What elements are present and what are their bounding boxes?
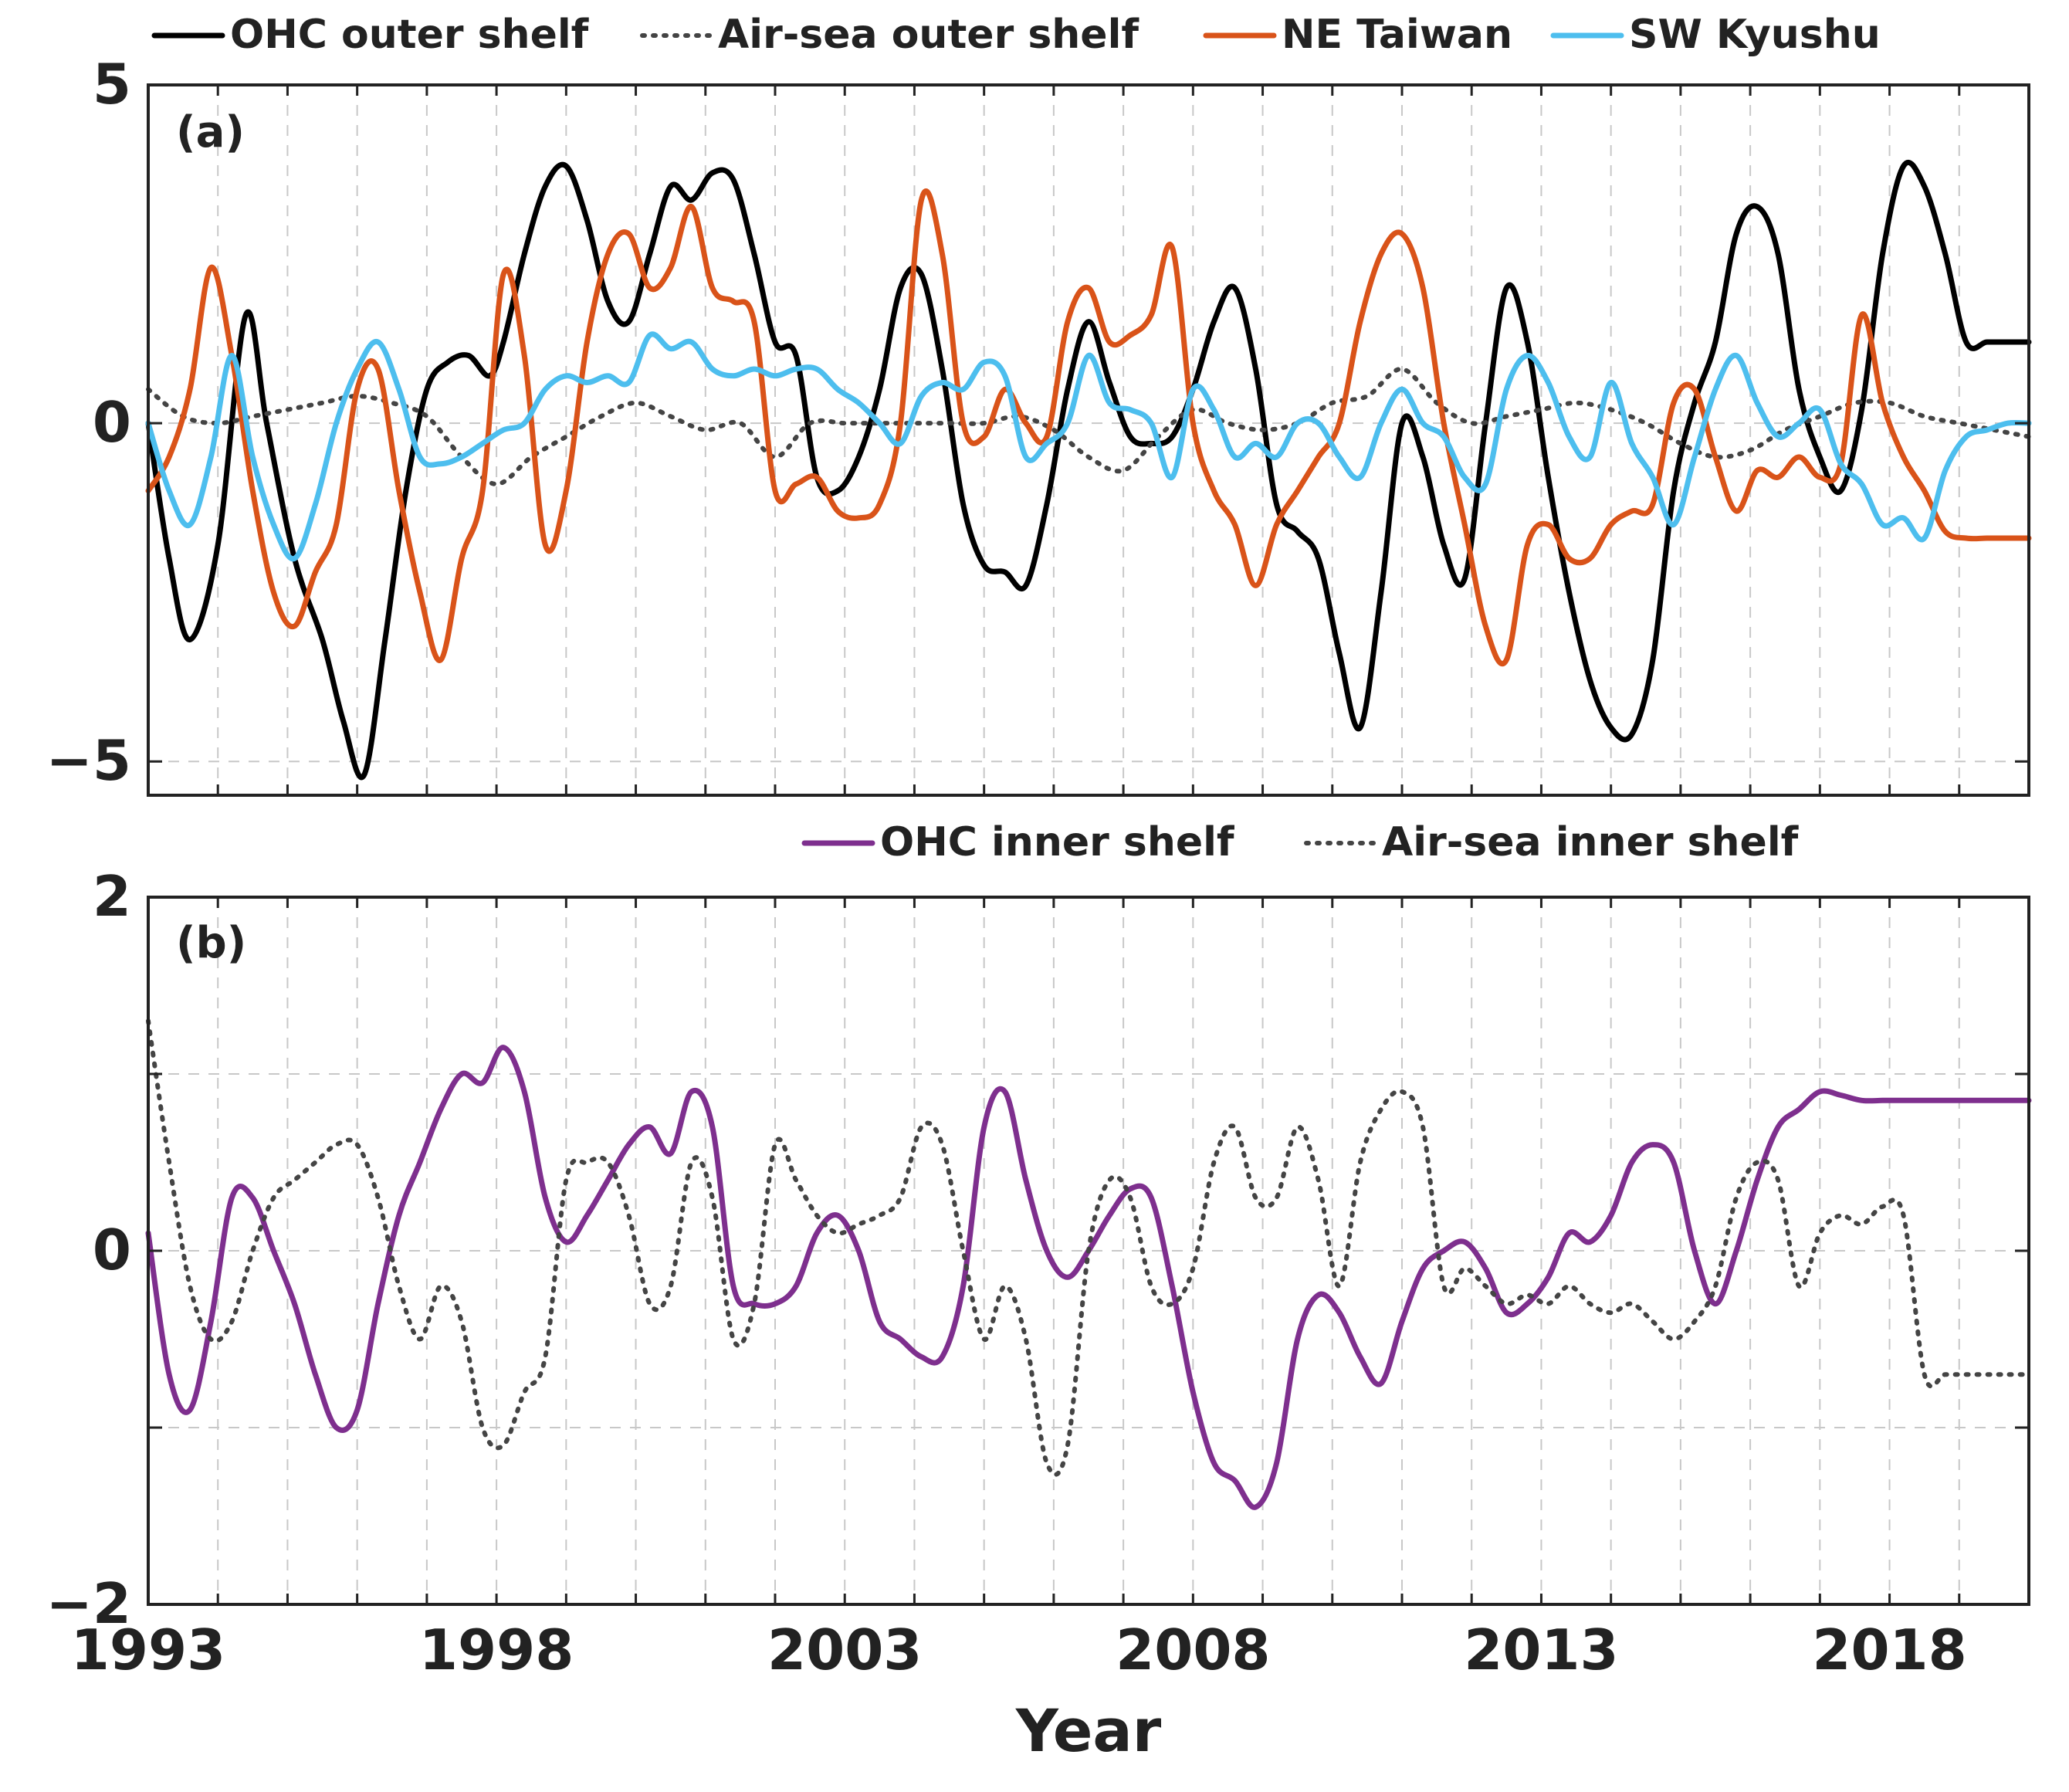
x-tick-label: 2013: [1464, 1618, 1618, 1682]
panel-a-series-group: [145, 159, 2032, 781]
panel-a-label: (a): [176, 107, 245, 158]
panel-b-gridlines: [148, 897, 2029, 1604]
series-line-ohc-outer-shelf: [145, 159, 2032, 781]
series-line-sw-kyushu: [145, 331, 2032, 562]
y-tick-label: 0: [93, 1218, 131, 1282]
series-line-air-sea-inner-shelf: [146, 1018, 2031, 1477]
panel-a-axes-box: [147, 83, 2030, 797]
panel-b-label: (b): [176, 918, 246, 968]
panel-a-y-ticks: 5 0 −5: [46, 52, 2029, 793]
y-tick-label: 5: [93, 52, 131, 117]
x-axis-title: Year: [1015, 1696, 1162, 1765]
x-tick-label: 1998: [419, 1618, 574, 1682]
legend-label: Air-sea inner shelf: [1382, 819, 1800, 866]
y-tick-label: −2: [46, 1571, 131, 1636]
panel-b-x-ticks: 1993 1998 2003 2008 2013 2018: [71, 897, 1967, 1682]
panel-b-inner-shelf-chart: 2 0 −2 1993 1998 2003 2008 2013 2018 (b) OHC in…: [46, 819, 2032, 1682]
x-tick-label: 1993: [71, 1618, 225, 1682]
y-tick-label: 0: [93, 390, 131, 455]
legend-label: NE Taiwan: [1282, 12, 1512, 58]
x-tick-label: 2018: [1812, 1618, 1966, 1682]
legend-label: OHC inner shelf: [880, 819, 1235, 866]
y-tick-label: 2: [93, 864, 131, 929]
x-tick-label: 2008: [1116, 1618, 1270, 1682]
x-tick-label: 2003: [767, 1618, 922, 1682]
y-tick-label: −5: [46, 728, 131, 793]
panel-a-outer-shelf-chart: 5 0 −5 (a) OHC outer shelf Air-sea outer sh…: [46, 12, 2032, 797]
series-line-ohc-inner-shelf: [145, 1045, 2032, 1510]
series-line-ne-taiwan: [145, 188, 2032, 667]
legend-label: Air-sea outer shelf: [718, 12, 1139, 58]
panel-b-y-ticks: 2 0 −2: [46, 864, 2029, 1636]
legend-label: OHC outer shelf: [230, 12, 590, 58]
panel-b-series-group: [145, 1018, 2032, 1510]
panel-a-x-ticks: [216, 85, 1961, 795]
panel-a-gridlines: [148, 85, 2029, 795]
panel-b-legend: OHC inner shelf Air-sea inner shelf: [801, 819, 1800, 866]
legend-label: SW Kyushu: [1629, 12, 1881, 58]
panel-a-legend: OHC outer shelf Air-sea outer shelf NE Tai…: [151, 12, 1881, 58]
